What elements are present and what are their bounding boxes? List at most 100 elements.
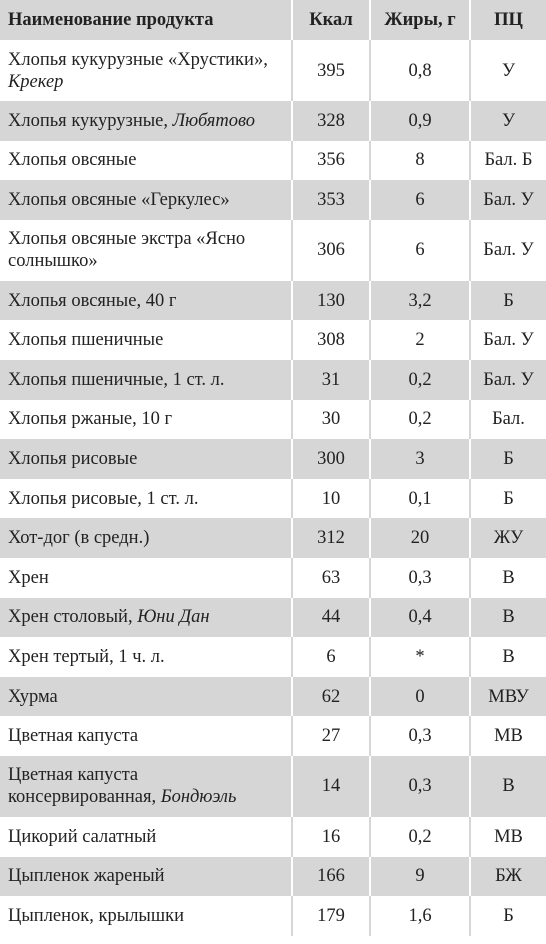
product-cell: Хот-дог (в средн.)	[0, 518, 293, 558]
fat-cell: 0,3	[370, 755, 471, 817]
product-name: Хлопья рисовые, 1 ст. л.	[8, 488, 199, 509]
product-brand: Любятово	[172, 110, 256, 131]
kcal-cell: 44	[292, 597, 371, 638]
kcal-cell: 16	[292, 816, 371, 857]
fat-cell: 20	[370, 518, 471, 558]
fat-cell: 8	[370, 140, 471, 181]
fat-cell: 0,1	[370, 478, 471, 519]
fat-cell: 0,2	[370, 399, 471, 440]
product-cell: Хрен тертый, 1 ч. л.	[0, 637, 293, 677]
kcal-cell: 31	[292, 359, 371, 400]
product-name: Цыпленок, крылышки	[8, 905, 184, 926]
kcal-cell: 356	[292, 140, 371, 181]
fat-cell: 6	[370, 219, 471, 281]
kcal-cell: 395	[292, 40, 371, 101]
product-cell: Цветная капуста	[0, 716, 293, 756]
product-name: Хрен столовый,	[8, 607, 133, 628]
product-cell: Цветная капуста консервированная, Бондюэ…	[0, 755, 293, 817]
kcal-cell: 6	[292, 637, 371, 677]
table-row: Хлопья пшеничные 308 2 Бал. У	[0, 320, 546, 360]
product-name: Цветная капуста консервированная,	[8, 765, 157, 808]
pc-cell: МВУ	[470, 676, 546, 717]
kcal-cell: 62	[292, 676, 371, 717]
pc-cell: БЖ	[470, 856, 546, 897]
table-row: Хлопья кукурузные «Хрустики», Крекер 395 0…	[0, 40, 546, 101]
product-name: Хрен	[8, 567, 49, 588]
pc-cell: МВ	[494, 726, 523, 747]
pc-cell: Бал.	[492, 409, 525, 430]
fat-cell: 0,2	[370, 816, 471, 857]
fat-cell: 0,3	[370, 716, 471, 756]
pc-cell: В	[502, 646, 515, 667]
fat-cell: 0	[370, 676, 471, 717]
table-row: Хурма 62 0 МВУ	[0, 676, 546, 717]
product-name: Хрен тертый, 1 ч. л.	[8, 646, 165, 667]
table-row: Хлопья овсяные экстра «Ясно солнышко» 306…	[0, 219, 546, 281]
pc-cell: ЖУ	[470, 518, 546, 558]
product-name: Хлопья пшеничные	[8, 330, 164, 351]
pc-cell: Б	[470, 280, 546, 321]
product-name: Хот-дог (в средн.)	[8, 528, 150, 549]
product-name: Хлопья овсяные, 40 г	[8, 290, 177, 311]
pc-cell: В	[502, 567, 515, 588]
table-row: Хрен тертый, 1 ч. л. 6 * В	[0, 637, 546, 677]
product-name: Цикорий салатный	[8, 826, 157, 847]
table-body: Хлопья кукурузные «Хрустики», Крекер 395 0…	[0, 40, 546, 936]
product-cell: Хлопья ржаные, 10 г	[0, 399, 293, 440]
header-cell: ПЦ	[470, 0, 546, 40]
kcal-cell: 166	[292, 856, 371, 897]
product-brand: Крекер	[8, 71, 64, 92]
product-brand: Юни Дан	[137, 607, 210, 628]
product-name: Хлопья рисовые	[8, 448, 138, 469]
fat-cell: 0,8	[370, 40, 471, 101]
fat-cell: 0,2	[370, 359, 471, 400]
pc-cell: Б	[470, 439, 546, 479]
fat-cell: 0,9	[370, 101, 471, 141]
product-name: Хлопья кукурузные,	[8, 110, 168, 131]
product-name: Хурма	[8, 686, 58, 707]
pc-cell: В	[470, 597, 546, 638]
product-name: Хлопья кукурузные «Хрустики»,	[8, 49, 268, 70]
pc-cell: Б	[503, 488, 514, 509]
kcal-cell: 63	[292, 557, 371, 598]
table-row: Хлопья ржаные, 10 г 30 0,2 Бал.	[0, 399, 546, 440]
product-name: Цветная капуста	[8, 726, 139, 747]
product-cell: Цыпленок жареный	[0, 856, 293, 897]
kcal-cell: 328	[292, 101, 371, 141]
fat-cell: 0,4	[370, 597, 471, 638]
product-cell: Хлопья овсяные «Геркулес»	[0, 180, 293, 220]
pc-cell: Бал. У	[483, 240, 534, 261]
product-name: Хлопья овсяные экстра «Ясно солнышко»	[8, 229, 246, 272]
pc-cell: Бал. У	[470, 359, 546, 400]
fat-cell: 3	[370, 439, 471, 479]
header-cell: Наименование продукта	[0, 0, 293, 40]
kcal-cell: 27	[292, 716, 371, 756]
fat-cell: 1,6	[370, 896, 471, 936]
product-cell: Хлопья рисовые	[0, 439, 293, 479]
product-name: Хлопья ржаные, 10 г	[8, 409, 173, 430]
table-row: Цветная капуста 27 0,3 МВ	[0, 716, 546, 756]
table-row: Цикорий салатный 16 0,2 МВ	[0, 816, 546, 857]
table-row: Цыпленок, крылышки 179 1,6 Б	[0, 896, 546, 936]
table-row: Хлопья рисовые 300 3 Б	[0, 439, 546, 479]
kcal-cell: 30	[292, 399, 371, 440]
product-name: Хлопья пшеничные, 1 ст. л.	[8, 369, 225, 390]
pc-cell: У	[470, 101, 546, 141]
kcal-cell: 308	[292, 320, 371, 360]
table-row: Хлопья овсяные 356 8 Бал. Б	[0, 140, 546, 181]
product-cell: Хурма	[0, 676, 293, 717]
table-row: Цветная капуста консервированная, Бондюэ…	[0, 755, 546, 817]
fat-cell: 9	[370, 856, 471, 897]
product-brand: Бондюэль	[160, 787, 237, 808]
table-row: Хрен столовый, Юни Дан 44 0,4 В	[0, 597, 546, 638]
table-row: Хлопья пшеничные, 1 ст. л. 31 0,2 Бал. У	[0, 359, 546, 400]
product-cell: Хлопья овсяные, 40 г	[0, 280, 293, 321]
pc-cell: МВ	[494, 826, 523, 847]
product-cell: Хлопья овсяные	[0, 140, 293, 181]
product-cell: Цыпленок, крылышки	[0, 896, 293, 936]
kcal-cell: 353	[292, 180, 371, 220]
pc-cell: Бал. У	[483, 330, 534, 351]
fat-cell: *	[370, 637, 471, 677]
